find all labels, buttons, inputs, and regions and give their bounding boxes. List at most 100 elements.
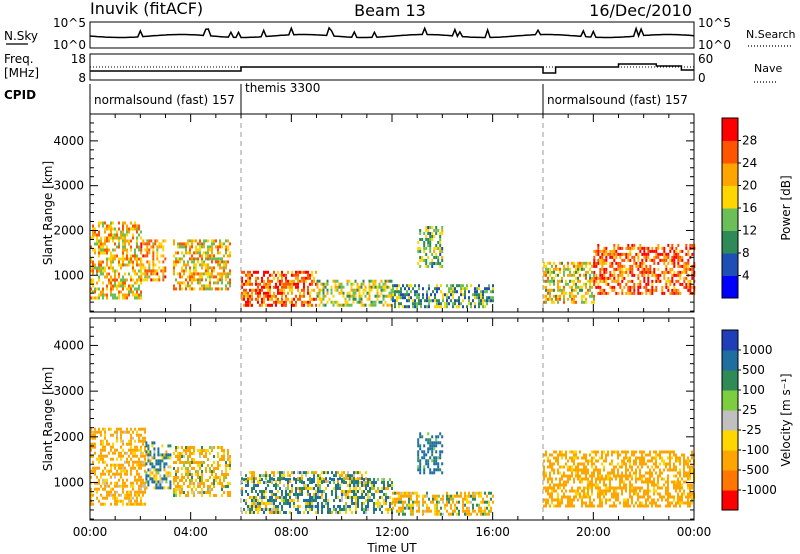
scatter-cell — [251, 487, 253, 490]
scatter-cell — [309, 297, 311, 301]
scatter-cell — [629, 471, 631, 475]
scatter-cell — [394, 503, 396, 507]
scatter-cell — [435, 256, 438, 259]
scatter-cell — [347, 505, 349, 508]
scatter-cell — [265, 474, 267, 478]
scatter-cell — [332, 300, 335, 304]
scatter-cell — [379, 505, 381, 508]
scatter-cell — [203, 242, 205, 246]
scatter-cell — [247, 294, 249, 298]
scatter-cell — [549, 477, 551, 481]
scatter-cell — [279, 502, 281, 505]
scatter-cell — [681, 501, 683, 505]
scatter-cell — [257, 493, 259, 496]
scatter-cell — [561, 477, 563, 481]
scatter-cell — [478, 509, 480, 513]
scatter-cell — [619, 246, 622, 250]
scatter-cell — [373, 493, 375, 496]
scatter-cell — [116, 502, 118, 506]
scatter-cell — [309, 300, 311, 304]
scatter-cell — [132, 290, 134, 294]
scatter-cell — [92, 248, 94, 252]
scatter-cell — [637, 282, 640, 286]
scatter-cell — [283, 511, 285, 514]
scatter-cell — [611, 255, 614, 259]
scatter-cell — [221, 449, 223, 452]
scatter-cell — [297, 273, 299, 277]
scatter-cell — [573, 462, 575, 466]
scatter-cell — [371, 481, 373, 484]
scatter-cell — [221, 488, 223, 491]
scatter-cell — [148, 242, 151, 246]
scatter-cell — [679, 486, 681, 490]
scatter-cell — [549, 282, 551, 286]
scatter-cell — [317, 490, 319, 493]
scatter-cell — [621, 489, 623, 493]
scatter-cell — [195, 473, 197, 476]
scatter-cell — [229, 455, 231, 458]
scatter-cell — [563, 285, 565, 289]
scatter-cell — [126, 469, 128, 473]
scatter-cell — [433, 444, 436, 448]
scatter-cell — [615, 249, 618, 253]
scatter-cell — [108, 469, 110, 473]
scatter-cell — [134, 221, 136, 225]
scatter-cell — [295, 300, 297, 304]
y-tick-label: 2000 — [53, 430, 84, 444]
scatter-cell — [165, 456, 168, 460]
scatter-cell — [633, 285, 636, 289]
scatter-cell — [367, 481, 369, 484]
scatter-cell — [579, 480, 581, 484]
scatter-cell — [227, 248, 229, 252]
scatter-cell — [251, 291, 253, 295]
scatter-cell — [183, 281, 185, 285]
scatter-cell — [673, 264, 676, 268]
scatter-cell — [417, 441, 420, 445]
scatter-cell — [368, 279, 371, 283]
scatter-cell — [104, 433, 106, 437]
scatter-cell — [144, 502, 146, 506]
scatter-cell — [466, 305, 468, 309]
scatter-cell — [675, 273, 678, 277]
scatter-cell — [275, 499, 277, 502]
scatter-cell — [335, 511, 337, 514]
scatter-cell — [480, 299, 482, 303]
colorbar-tick-label: 16 — [742, 201, 757, 215]
scatter-cell — [462, 284, 464, 288]
scatter-cell — [261, 300, 263, 304]
scatter-cell — [557, 468, 559, 472]
scatter-cell — [383, 487, 385, 490]
scatter-cell — [229, 278, 231, 282]
scatter-cell — [567, 477, 569, 481]
scatter-cell — [685, 246, 688, 250]
scatter-cell — [140, 266, 142, 270]
scatter-cell — [309, 303, 311, 307]
scatter-cell — [201, 452, 203, 455]
scatter-cell — [311, 480, 313, 484]
scatter-cell — [227, 491, 229, 494]
scatter-cell — [605, 252, 608, 256]
scatter-cell — [365, 471, 367, 475]
scatter-cell — [335, 487, 337, 490]
scatter-cell — [625, 471, 627, 475]
scatter-cell — [589, 276, 591, 280]
scatter-cell — [243, 499, 245, 502]
scatter-cell — [585, 276, 587, 280]
scatter-cell — [144, 454, 146, 458]
scatter-cell — [458, 494, 460, 498]
scatter-cell — [193, 272, 195, 276]
scatter-cell — [335, 508, 337, 511]
scatter-cell — [569, 450, 571, 454]
scatter-cell — [577, 285, 579, 289]
scatter-cell — [142, 427, 144, 431]
scatter-cell — [629, 264, 632, 268]
scatter-cell — [667, 252, 670, 256]
scatter-cell — [667, 468, 669, 472]
scatter-cell — [209, 275, 211, 279]
scatter-cell — [124, 242, 126, 246]
scatter-cell — [293, 297, 295, 301]
scatter-cell — [110, 490, 112, 494]
scatter-cell — [134, 287, 136, 291]
scatter-cell — [643, 273, 646, 277]
scatter-cell — [257, 288, 259, 292]
